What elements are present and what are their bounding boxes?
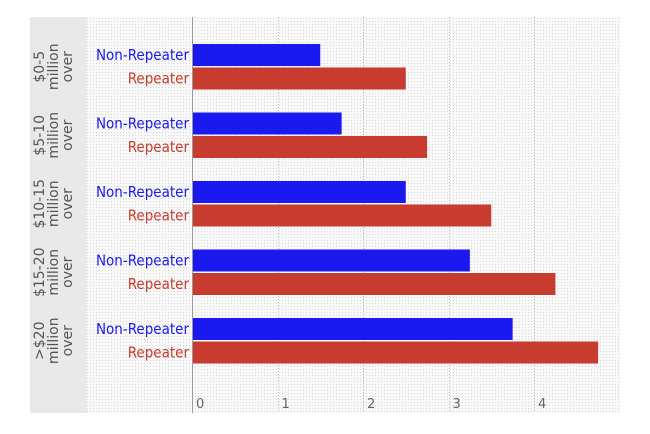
repeater-bar [193,341,599,364]
group-label: $10-15millionover [32,179,76,229]
x-tick-label: 1 [282,397,290,412]
bar-category-label: Repeater [128,70,190,88]
repeater-bar [193,136,428,158]
group-label: $5-10millionover [32,112,76,159]
bar-category-label: Repeater [128,207,190,225]
bar-category-label: Repeater [128,344,190,362]
bar-category-label: Non-Repeater [96,252,190,270]
x-tick-label: 4 [538,397,546,412]
non-repeater-bar [193,249,470,272]
bar-category-label: Non-Repeater [96,320,190,338]
x-tick-label: 0 [196,397,204,412]
x-tick-label: 2 [367,397,375,412]
group-label: $15-20millionover [32,247,76,297]
x-tick-label: 3 [453,397,461,412]
non-repeater-bar [193,44,321,66]
group-labels: $0-5millionover $5-10millionover $10-15mil… [32,43,76,364]
group-label: $0-5millionover [32,43,76,90]
x-axis-ticks: 0 1 2 3 4 [196,397,546,412]
bar-category-label: Non-Repeater [96,183,190,201]
repeater-bar [193,67,406,90]
bar-category-label: Non-Repeater [96,46,190,64]
bar-category-label: Repeater [128,138,190,156]
non-repeater-bar [193,318,513,340]
bar-labels: Non-Repeater Repeater Non-Repeater Repeater… [96,46,190,362]
bars [193,44,599,364]
group-label: >$20millionover [32,317,76,364]
group-label-band [30,17,87,413]
repeater-bar [193,204,492,227]
repeater-bar [193,273,556,295]
non-repeater-bar [193,181,406,203]
non-repeater-bar [193,112,342,135]
bar-category-label: Non-Repeater [96,115,190,133]
bar-category-label: Repeater [128,275,190,293]
